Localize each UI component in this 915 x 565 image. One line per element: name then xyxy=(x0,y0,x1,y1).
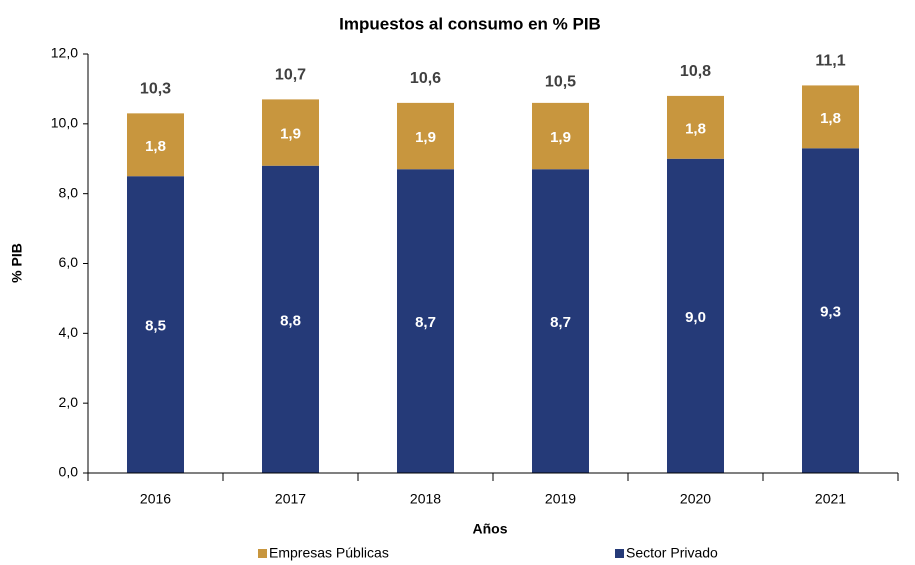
x-tick-label: 2021 xyxy=(815,491,846,507)
bar-segment xyxy=(397,169,454,473)
bar-segment xyxy=(397,102,454,170)
bar-segment xyxy=(802,85,859,149)
bar-segment xyxy=(667,158,724,473)
value-label: 8,8 xyxy=(280,312,301,329)
value-label: 8,7 xyxy=(415,314,436,331)
value-label: 1,8 xyxy=(685,120,706,137)
value-label: 8,7 xyxy=(550,314,571,331)
bar-segment xyxy=(532,169,589,473)
y-tick-label: 2,0 xyxy=(59,394,79,410)
y-axis-label: % PIB xyxy=(9,243,25,283)
legend-swatch xyxy=(615,549,624,558)
y-tick-label: 6,0 xyxy=(59,254,79,270)
value-label: 9,0 xyxy=(685,309,706,326)
bar-segment xyxy=(127,176,184,474)
y-tick-label: 8,0 xyxy=(59,184,79,200)
bar-segment xyxy=(667,95,724,159)
y-tick-label: 12,0 xyxy=(51,45,78,61)
y-tick-label: 4,0 xyxy=(59,324,79,340)
x-tick-label: 2016 xyxy=(140,491,171,507)
total-label: 10,5 xyxy=(545,74,576,91)
total-label: 10,8 xyxy=(680,63,711,80)
bar-segment xyxy=(802,148,859,473)
value-label: 1,9 xyxy=(415,129,436,146)
value-label: 1,8 xyxy=(820,110,841,127)
legend-swatch xyxy=(258,549,267,558)
x-axis-label: Años xyxy=(473,521,508,537)
legend-label: Sector Privado xyxy=(626,545,718,561)
y-tick-label: 0,0 xyxy=(59,464,79,480)
bar-segment xyxy=(262,99,319,166)
x-tick-label: 2018 xyxy=(410,491,441,507)
x-tick-label: 2020 xyxy=(680,491,711,507)
value-label: 1,8 xyxy=(145,138,166,155)
value-label: 1,9 xyxy=(550,129,571,146)
total-label: 10,6 xyxy=(410,70,441,87)
x-tick-label: 2017 xyxy=(275,491,306,507)
value-label: 1,9 xyxy=(280,126,301,143)
total-label: 11,1 xyxy=(815,53,845,70)
x-tick-label: 2019 xyxy=(545,491,576,507)
y-tick-label: 10,0 xyxy=(51,115,78,131)
bar-segment xyxy=(127,113,184,177)
total-label: 10,3 xyxy=(140,81,171,98)
bar-segment xyxy=(262,165,319,473)
value-label: 9,3 xyxy=(820,304,841,321)
total-label: 10,7 xyxy=(275,67,306,84)
value-label: 8,5 xyxy=(145,318,166,335)
legend-label: Empresas Públicas xyxy=(269,545,389,561)
bar-segment xyxy=(532,102,589,170)
chart-title: Impuestos al consumo en % PIB xyxy=(339,14,601,33)
